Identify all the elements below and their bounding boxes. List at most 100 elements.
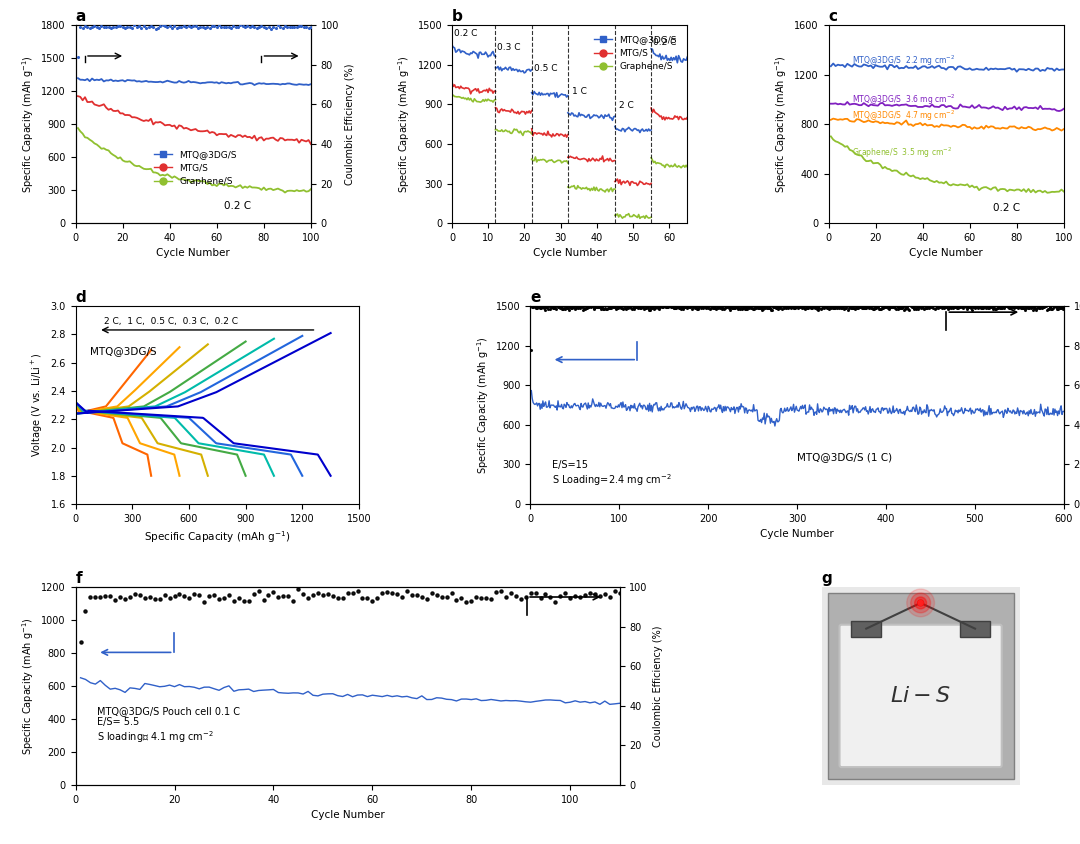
Point xyxy=(1023,301,1040,315)
Point xyxy=(531,591,549,604)
Point xyxy=(920,301,937,315)
Point xyxy=(716,302,733,316)
Point xyxy=(779,300,796,314)
Point xyxy=(579,301,596,315)
Point xyxy=(578,301,595,315)
Point xyxy=(675,302,692,316)
Point xyxy=(903,300,920,314)
Point xyxy=(194,20,212,34)
Point xyxy=(707,302,725,316)
Point xyxy=(119,20,136,34)
Point xyxy=(540,300,557,313)
Point xyxy=(872,302,889,316)
Bar xyxy=(960,620,990,636)
Point xyxy=(1026,300,1043,314)
Circle shape xyxy=(915,597,927,609)
Point xyxy=(597,302,615,316)
Point xyxy=(159,20,176,34)
Point xyxy=(1052,301,1069,315)
Point xyxy=(744,302,761,316)
Point xyxy=(525,300,542,313)
Point xyxy=(542,300,559,314)
Point xyxy=(569,301,586,315)
Y-axis label: Specific Capacity (mAh g$^{-1}$): Specific Capacity (mAh g$^{-1}$) xyxy=(475,336,490,474)
Point xyxy=(291,19,308,33)
Point xyxy=(276,19,294,33)
Point xyxy=(798,301,815,315)
Point xyxy=(580,300,597,314)
Point xyxy=(227,20,244,34)
Point xyxy=(149,21,166,35)
Point xyxy=(852,300,869,314)
Point xyxy=(931,300,948,313)
Point xyxy=(157,19,174,33)
Point xyxy=(712,300,729,313)
Point xyxy=(1040,302,1057,316)
Line: Graphene/S  3.5 mg cm$^{-2}$: Graphene/S 3.5 mg cm$^{-2}$ xyxy=(831,137,1064,192)
Point xyxy=(176,589,193,603)
Point xyxy=(968,300,985,313)
Point xyxy=(279,20,296,34)
Point xyxy=(983,300,1000,314)
Point xyxy=(813,301,831,315)
Point xyxy=(1010,300,1027,313)
Point xyxy=(810,303,827,316)
Point xyxy=(1049,300,1066,313)
Point xyxy=(789,300,807,314)
Point xyxy=(625,300,643,314)
Point xyxy=(991,300,1009,314)
Point xyxy=(608,301,625,315)
MTQ@3DG/S  2.2 mg cm$^{-2}$ xyxy=(947,62,960,73)
Point xyxy=(907,300,924,314)
MTQ@3DG/S  3.6 mg cm$^{-2}$ xyxy=(1041,104,1054,114)
Point xyxy=(1055,300,1072,314)
Point xyxy=(558,301,576,315)
Point xyxy=(804,301,821,315)
Point xyxy=(615,302,632,316)
Y-axis label: Specific Capacity (mAh g$^{-1}$): Specific Capacity (mAh g$^{-1}$) xyxy=(396,56,413,193)
Point xyxy=(552,300,569,314)
Point xyxy=(800,300,818,313)
Point xyxy=(565,300,582,314)
Point xyxy=(585,301,603,315)
Point xyxy=(1020,301,1037,315)
Point xyxy=(987,302,1004,316)
Point xyxy=(916,302,933,316)
Point xyxy=(978,300,996,313)
Point xyxy=(260,20,278,34)
Point xyxy=(562,591,579,604)
Point xyxy=(571,301,589,315)
Point xyxy=(555,300,572,314)
Point xyxy=(644,300,661,314)
Point xyxy=(889,302,906,316)
Point xyxy=(102,589,119,603)
Point xyxy=(555,302,572,316)
Y-axis label: Specific Capacity (mAh g$^{-1}$): Specific Capacity (mAh g$^{-1}$) xyxy=(19,617,36,755)
Point xyxy=(389,587,406,601)
Point xyxy=(606,300,623,313)
Point xyxy=(570,300,588,313)
Point xyxy=(570,300,588,314)
Point xyxy=(222,21,240,35)
Point xyxy=(985,301,1002,315)
Point xyxy=(856,301,874,315)
Point xyxy=(161,592,178,605)
Point xyxy=(715,301,732,315)
Point xyxy=(932,300,949,313)
Text: MTQ@3DG/S: MTQ@3DG/S xyxy=(90,346,157,355)
Point xyxy=(566,302,583,316)
Point xyxy=(1027,303,1044,316)
Text: 0.3 C: 0.3 C xyxy=(497,43,521,52)
Point xyxy=(851,300,868,313)
Point xyxy=(603,301,620,315)
Text: 0.2 C: 0.2 C xyxy=(454,29,477,38)
Point xyxy=(777,300,794,313)
Point xyxy=(1048,303,1065,316)
Point xyxy=(809,300,826,314)
Point xyxy=(815,301,833,315)
Point xyxy=(905,302,922,316)
Point xyxy=(610,300,627,314)
Point xyxy=(137,21,154,35)
Point xyxy=(1004,300,1022,314)
Point xyxy=(998,300,1015,313)
